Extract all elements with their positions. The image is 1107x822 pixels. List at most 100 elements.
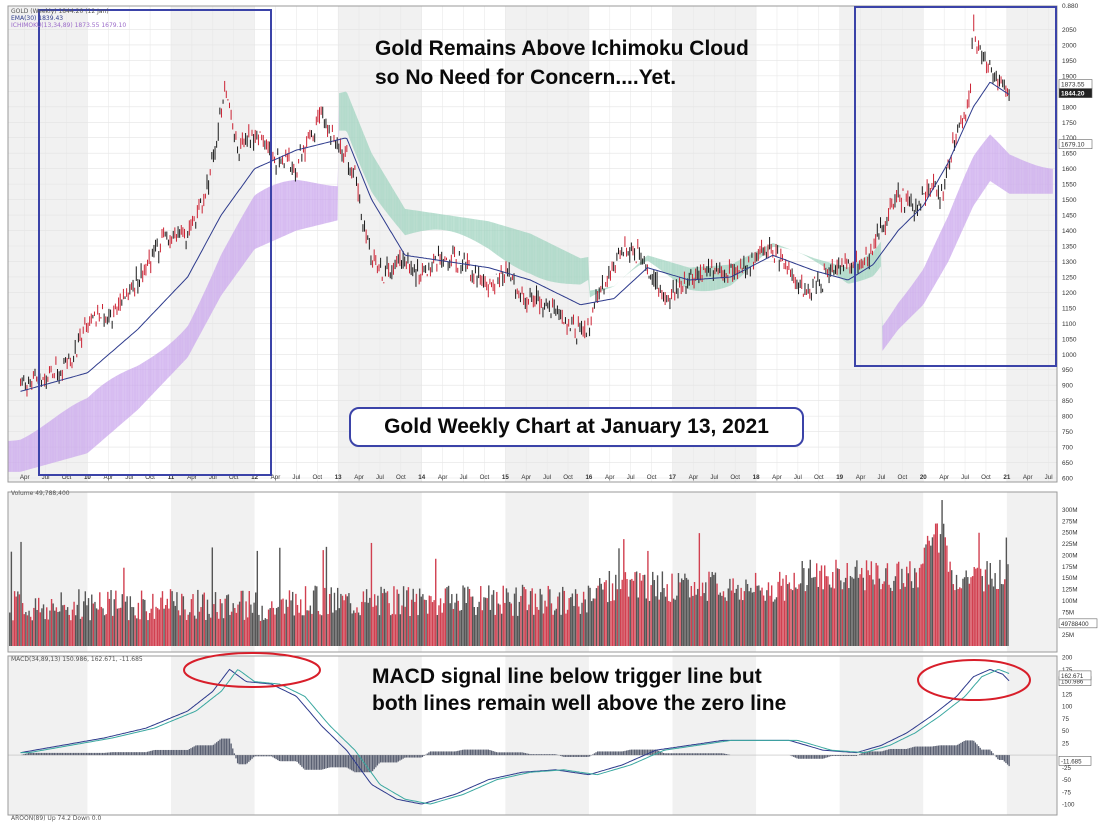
macd-histogram-bar xyxy=(137,752,139,756)
volume-bar xyxy=(168,608,170,646)
volume-bar xyxy=(841,589,844,646)
macd-histogram-bar xyxy=(426,753,428,756)
volume-bar xyxy=(639,573,641,646)
volume-bar xyxy=(886,563,889,646)
macd-histogram-bar xyxy=(122,752,125,756)
macd-histogram-bar xyxy=(524,753,526,756)
volume-bar xyxy=(31,620,33,646)
macd-histogram-bar xyxy=(598,751,600,756)
macd-histogram-bar xyxy=(883,750,885,756)
macd-histogram-bar xyxy=(196,745,199,756)
volume-bar xyxy=(362,591,365,646)
volume-bar xyxy=(1005,537,1008,646)
macd-histogram-bar xyxy=(627,750,629,756)
volume-bar xyxy=(922,563,924,646)
macd-histogram-bar xyxy=(587,755,589,757)
macd-histogram-bar xyxy=(370,755,372,773)
macd-histogram-bar xyxy=(228,738,231,756)
macd-histogram-bar xyxy=(560,755,562,756)
volume-bar xyxy=(95,608,98,646)
volume-bar xyxy=(417,615,419,646)
volume-bar xyxy=(542,613,545,646)
macd-histogram-bar xyxy=(167,749,170,756)
macd-histogram-bar xyxy=(437,751,440,756)
macd-histogram-bar xyxy=(695,753,697,756)
volume-bar xyxy=(354,612,357,646)
volume-bar xyxy=(672,598,675,646)
volume-bar xyxy=(463,587,466,646)
volume-bar xyxy=(787,584,789,646)
volume-bar xyxy=(528,604,530,646)
volume-bar xyxy=(597,585,599,646)
volume-bar xyxy=(738,599,741,646)
price-legend-line3: ICHIMOKU(13,34,89) 1873.55 1679.10 xyxy=(11,22,127,29)
macd-histogram-bar xyxy=(172,749,174,756)
volume-bar xyxy=(304,586,307,646)
volume-bar xyxy=(518,601,521,646)
volume-bar xyxy=(391,613,394,646)
volume-bar xyxy=(602,589,604,646)
macd-histogram-bar xyxy=(606,751,608,756)
macd-histogram-bar xyxy=(965,740,967,756)
macd-histogram-bar xyxy=(117,752,120,756)
volume-bar xyxy=(996,588,998,646)
volume-bar xyxy=(632,580,635,646)
macd-histogram-bar xyxy=(458,750,461,756)
volume-bar xyxy=(227,594,230,646)
macd-histogram-bar xyxy=(154,749,157,756)
macd-histogram-bar xyxy=(82,752,84,756)
macd-histogram-bar xyxy=(307,755,309,770)
volume-bar xyxy=(381,593,384,646)
volume-bar xyxy=(385,592,387,646)
panel-frame-1 xyxy=(7,491,1058,653)
volume-bar xyxy=(89,620,91,646)
macd-histogram-bar xyxy=(399,755,401,761)
volume-bar xyxy=(999,559,1001,646)
volume-bar xyxy=(123,567,125,646)
macd-histogram-bar xyxy=(592,754,594,756)
volume-bar xyxy=(372,606,374,646)
volume-bar xyxy=(173,601,175,646)
volume-bar xyxy=(245,601,247,646)
macd-histogram-bar xyxy=(805,755,808,759)
volume-bar xyxy=(615,574,617,646)
volume-bar xyxy=(730,590,733,646)
volume-bar xyxy=(306,610,308,646)
macd-histogram-bar xyxy=(515,752,517,756)
macd-histogram-bar xyxy=(543,754,546,756)
volume-bar xyxy=(229,614,231,646)
volume-bar xyxy=(645,598,648,646)
macd-histogram-bar xyxy=(969,740,972,756)
volume-bar xyxy=(290,600,292,646)
volume-bar xyxy=(825,576,828,646)
macd-histogram-bar xyxy=(833,755,835,757)
volume-bar xyxy=(353,610,355,646)
macd-histogram-bar xyxy=(171,749,173,756)
volume-bar xyxy=(777,581,779,646)
macd-histogram-bar xyxy=(642,749,644,756)
macd-histogram-bar xyxy=(535,754,538,756)
chart-title-box: Gold Weekly Chart at January 13, 2021 xyxy=(349,407,804,447)
volume-bar xyxy=(942,523,945,646)
x-tick-label: Oct xyxy=(647,474,657,481)
volume-bar xyxy=(742,600,744,646)
price-axis-top-label: 0.880 xyxy=(1062,3,1079,10)
macd-histogram-bar xyxy=(895,748,898,756)
volume-bar xyxy=(160,597,162,646)
macd-histogram-bar xyxy=(34,752,36,756)
volume-bar xyxy=(960,588,963,646)
volume-bar xyxy=(422,594,424,646)
volume-bar xyxy=(39,612,42,646)
volume-bar xyxy=(906,566,908,646)
macd-histogram-bar xyxy=(521,752,523,756)
annotation-top-line2: so No Need for Concern....Yet. xyxy=(375,66,677,89)
price-tick-label: 800 xyxy=(1062,414,1073,421)
macd-histogram-bar xyxy=(42,752,44,756)
macd-histogram-bar xyxy=(179,749,181,756)
volume-bar xyxy=(650,585,652,646)
macd-histogram-bar xyxy=(960,742,962,756)
macd-histogram-bar xyxy=(942,745,944,756)
macd-histogram-bar xyxy=(368,755,371,773)
volume-bar xyxy=(293,615,295,646)
volume-bar xyxy=(719,592,721,646)
